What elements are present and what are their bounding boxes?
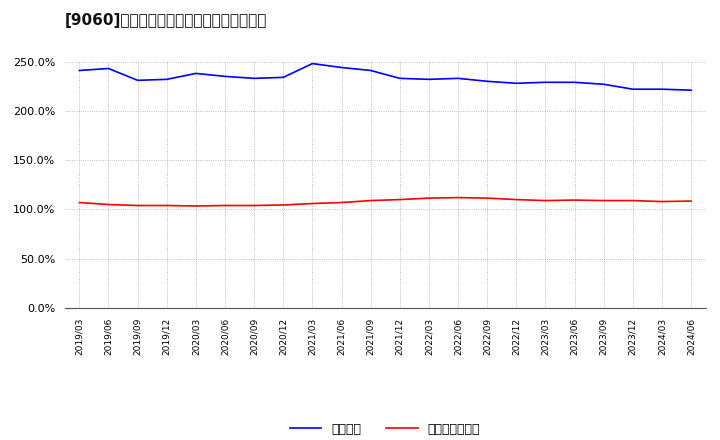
固定比率 (599, 82, 608, 87)
固定長期適合率 (308, 201, 317, 206)
固定長期適合率 (541, 198, 550, 203)
固定長期適合率 (163, 203, 171, 208)
固定長期適合率 (599, 198, 608, 203)
固定比率 (366, 68, 375, 73)
固定長期適合率 (570, 198, 579, 203)
固定比率 (657, 87, 666, 92)
固定比率 (192, 71, 200, 76)
固定長期適合率 (657, 199, 666, 204)
固定長期適合率 (337, 200, 346, 205)
固定比率 (75, 68, 84, 73)
固定比率 (220, 74, 229, 79)
固定長期適合率 (279, 202, 287, 208)
固定比率 (104, 66, 113, 71)
固定比率 (250, 76, 258, 81)
固定長期適合率 (75, 200, 84, 205)
固定長期適合率 (220, 203, 229, 208)
固定長期適合率 (512, 197, 521, 202)
固定比率 (163, 77, 171, 82)
固定長期適合率 (425, 195, 433, 201)
固定長期適合率 (687, 198, 696, 204)
固定長期適合率 (104, 202, 113, 207)
固定比率 (395, 76, 404, 81)
固定比率 (687, 88, 696, 93)
固定長期適合率 (192, 203, 200, 209)
固定長期適合率 (133, 203, 142, 208)
固定長期適合率 (483, 195, 492, 201)
固定長期適合率 (250, 203, 258, 208)
固定比率 (337, 65, 346, 70)
固定比率 (541, 80, 550, 85)
Legend: 固定比率, 固定長期適合率: 固定比率, 固定長期適合率 (285, 418, 485, 440)
固定比率 (570, 80, 579, 85)
固定長期適合率 (454, 195, 462, 200)
Text: [9060]　固定比率、固定長期適合率の推移: [9060] 固定比率、固定長期適合率の推移 (65, 13, 267, 28)
Line: 固定長期適合率: 固定長期適合率 (79, 198, 691, 206)
固定比率 (629, 87, 637, 92)
固定比率 (454, 76, 462, 81)
固定比率 (308, 61, 317, 66)
固定長期適合率 (629, 198, 637, 203)
固定比率 (133, 78, 142, 83)
固定比率 (512, 81, 521, 86)
固定長期適合率 (366, 198, 375, 203)
固定長期適合率 (395, 197, 404, 202)
固定比率 (279, 75, 287, 80)
固定比率 (483, 79, 492, 84)
Line: 固定比率: 固定比率 (79, 63, 691, 90)
固定比率 (425, 77, 433, 82)
